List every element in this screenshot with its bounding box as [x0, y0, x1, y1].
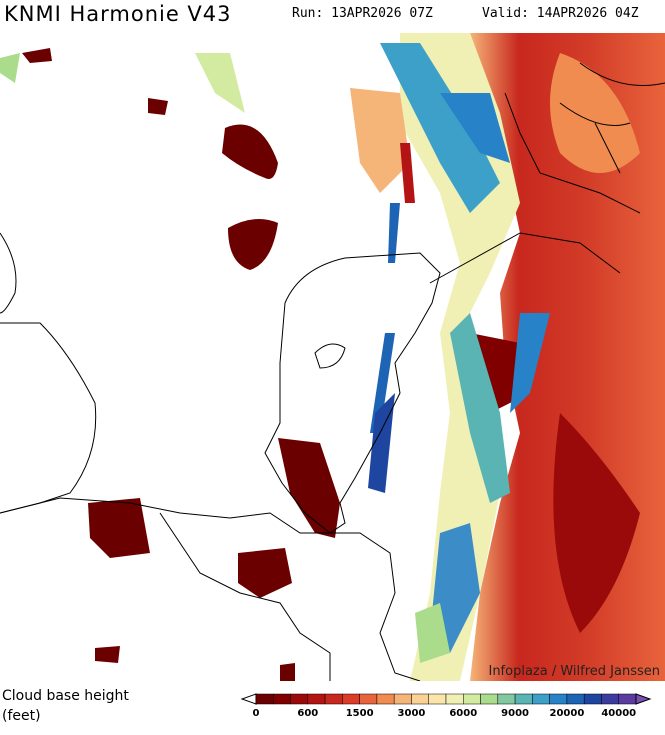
legend-label: Cloud base height (feet) [2, 686, 129, 726]
cloud-cell [238, 548, 292, 598]
colorbar-tick-label: 3000 [398, 708, 426, 719]
cloud-cell [280, 663, 295, 681]
colorbar-swatch [618, 693, 637, 705]
valid-time: Valid: 14APR2026 04Z [482, 6, 639, 21]
cloud-field [553, 413, 640, 633]
colorbar-swatch [411, 693, 429, 705]
cloud-field [350, 88, 410, 193]
colorbar-swatch [324, 693, 343, 705]
colorbar-swatch [359, 693, 378, 705]
cloud-field [450, 313, 510, 503]
cloud-field [550, 53, 640, 173]
colorbar-swatch [583, 693, 602, 705]
cloud-field [370, 333, 395, 433]
legend-label-line: (feet) [2, 708, 41, 724]
colorbar-swatch [514, 693, 533, 705]
coastline [0, 62, 665, 681]
cloud-field [380, 43, 500, 213]
colorbar-swatch [480, 693, 499, 705]
colorbar-tick-label: 40000 [601, 708, 636, 719]
cloud-field [440, 93, 510, 163]
colorbar-tick-label: 20000 [550, 708, 585, 719]
cloud-cell [228, 219, 278, 270]
cloud-cell [222, 124, 278, 179]
cloud-cell [95, 646, 120, 663]
cloud-field [400, 143, 415, 203]
cloud-cell [22, 48, 52, 63]
colorbar-swatch [376, 693, 395, 705]
cloud-cell [88, 498, 150, 558]
colorbar-tick-label: 6000 [449, 708, 477, 719]
map: Infoplaza / Wilfred Janssen [0, 33, 665, 681]
colorbar-swatch [273, 693, 291, 705]
colorbar-arrow [635, 693, 652, 705]
colorbar-swatch [463, 693, 481, 705]
credit: Infoplaza / Wilfred Janssen [488, 664, 660, 679]
cloud-cell [148, 98, 168, 115]
colorbar-swatch [255, 693, 274, 705]
colorbar-swatch [393, 693, 412, 705]
run-time: Run: 13APR2026 07Z [292, 6, 433, 21]
colorbar-tick-label: 1500 [346, 708, 374, 719]
title: KNMI Harmonie V43 [4, 2, 232, 26]
colorbar-swatch [532, 693, 550, 705]
cloud-field [368, 393, 395, 493]
cloud-field [415, 603, 450, 663]
legend-label-line: Cloud base height [2, 688, 129, 704]
colorbar-tick-label: 9000 [501, 708, 529, 719]
colorbar-swatch [342, 693, 360, 705]
colorbar-swatch [290, 693, 309, 705]
cloud-field [195, 53, 245, 113]
colorbar-swatch [497, 693, 516, 705]
colorbar-swatch [445, 693, 464, 705]
cloud-field [388, 203, 400, 263]
cloud-field [510, 313, 550, 413]
colorbar-swatch [601, 693, 619, 705]
cloud-field [0, 53, 20, 83]
colorbar-swatch [307, 693, 326, 705]
colorbar-swatch [549, 693, 568, 705]
colorbar: 0 600 1500 3000 6000 9000 20000 40000 [240, 693, 652, 719]
cloud-cell [278, 438, 340, 538]
colorbar-arrow [240, 693, 257, 705]
colorbar-tick-label: 600 [297, 708, 318, 719]
colorbar-swatch [566, 693, 585, 705]
colorbar-swatch [428, 693, 447, 705]
colorbar-tick-label: 0 [253, 708, 260, 719]
